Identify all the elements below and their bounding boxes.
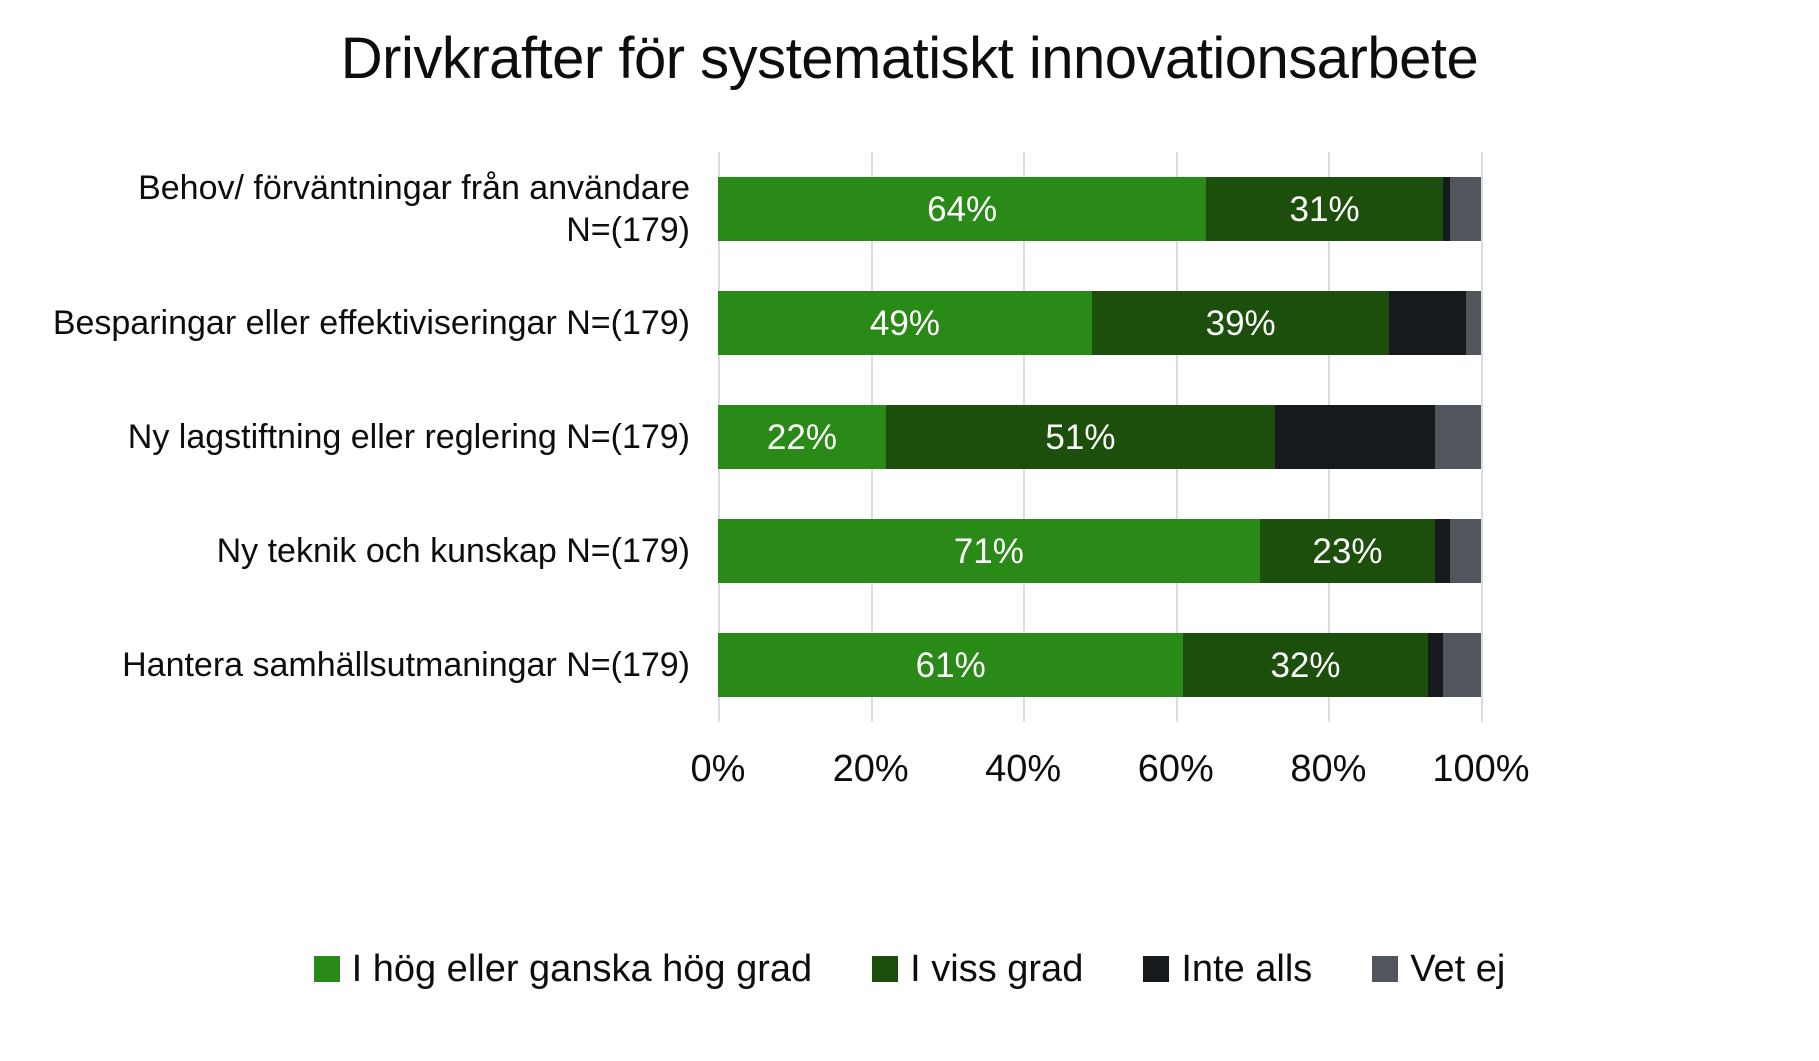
- category-label: Behov/ förväntningar från användare N=(17…: [0, 167, 690, 251]
- legend-swatch-icon: [1372, 956, 1399, 982]
- plot-area: 64% 31% 49% 39% 22% 51% 71% 23% 61% 32%: [718, 152, 1483, 722]
- category-label-line: Besparingar eller effektiviseringar N=(1…: [52, 304, 690, 342]
- category-axis-labels: Behov/ förväntningar från användare N=(17…: [0, 152, 706, 722]
- bar-segment[interactable]: 64%: [718, 177, 1207, 241]
- legend-item[interactable]: Inte alls: [1143, 950, 1312, 988]
- bar-row[interactable]: 22% 51%: [718, 405, 1481, 469]
- bar-segment[interactable]: 49%: [718, 291, 1092, 355]
- category-label-line: Ny lagstiftning eller reglering N=(179): [127, 418, 690, 456]
- x-axis-tick-label: 60%: [1137, 748, 1214, 790]
- bar-segment[interactable]: 32%: [1183, 633, 1428, 697]
- bar-segment[interactable]: [1442, 177, 1451, 241]
- legend-label: I hög eller ganska hög grad: [351, 948, 813, 990]
- bar-segment[interactable]: [1427, 633, 1443, 697]
- category-label: Besparingar eller effektiviseringar N=(1…: [0, 302, 690, 344]
- category-label: Ny lagstiftning eller reglering N=(179): [0, 416, 690, 458]
- legend-label: Vet ej: [1410, 948, 1506, 990]
- x-axis-tick-label: 80%: [1290, 748, 1367, 790]
- category-label-line: Hantera samhällsutmaningar N=(179): [122, 646, 690, 684]
- bar-segment[interactable]: 71%: [718, 519, 1260, 583]
- category-label: Hantera samhällsutmaningar N=(179): [0, 644, 690, 686]
- bar-segment[interactable]: 31%: [1206, 177, 1443, 241]
- category-label-line: Ny teknik och kunskap N=(179): [216, 532, 690, 570]
- x-axis-tick-label: 0%: [690, 748, 746, 790]
- bar-segment[interactable]: 23%: [1259, 519, 1436, 583]
- bar-row[interactable]: 61% 32%: [718, 633, 1481, 697]
- bar-segment[interactable]: 51%: [885, 405, 1275, 469]
- category-label: Ny teknik och kunskap N=(179): [0, 530, 690, 572]
- bar-segment-label: 32%: [1270, 645, 1341, 685]
- bar-segment-label: 64%: [927, 189, 998, 229]
- bar-segment-label: 39%: [1205, 303, 1276, 343]
- gridline: [1481, 152, 1483, 722]
- legend-item[interactable]: I viss grad: [872, 950, 1083, 988]
- bar-segment[interactable]: [1435, 519, 1451, 583]
- legend-label: I viss grad: [910, 948, 1084, 990]
- value-axis-tick-labels: 0% 20% 40% 60% 80% 100%: [691, 748, 1530, 808]
- category-label-line: Behov/ förväntningar från användare: [138, 169, 690, 207]
- bar-row[interactable]: 64% 31%: [718, 177, 1481, 241]
- bar-segment[interactable]: [1450, 519, 1481, 583]
- legend-item[interactable]: Vet ej: [1372, 950, 1505, 988]
- bar-segment[interactable]: 22%: [718, 405, 886, 469]
- bar-segment-label: 31%: [1289, 189, 1360, 229]
- bar-segment[interactable]: 39%: [1091, 291, 1390, 355]
- bar-segment[interactable]: [1450, 177, 1481, 241]
- bar-row[interactable]: 71% 23%: [718, 519, 1481, 583]
- legend-swatch-icon: [1143, 956, 1170, 982]
- x-axis-tick-label: 40%: [985, 748, 1062, 790]
- bar-segment-label: 61%: [915, 645, 986, 685]
- bar-segment[interactable]: [1435, 405, 1481, 469]
- legend-item[interactable]: I hög eller ganska hög grad: [313, 948, 813, 990]
- bar-segment-label: 51%: [1045, 417, 1116, 457]
- bar-row[interactable]: 49% 39%: [718, 291, 1481, 355]
- bar-segment-label: 71%: [953, 531, 1024, 571]
- chart-legend: I hög eller ganska hög grad I viss grad In…: [0, 950, 1819, 988]
- bar-segment[interactable]: 61%: [718, 633, 1184, 697]
- bar-segment-label: 23%: [1312, 531, 1383, 571]
- bar-segment[interactable]: [1442, 633, 1481, 697]
- bar-segment-label: 49%: [869, 303, 940, 343]
- bar-segment[interactable]: [1274, 405, 1436, 469]
- x-axis-tick-label: 20%: [832, 748, 909, 790]
- bar-segment[interactable]: [1389, 291, 1466, 355]
- x-axis-tick-label: 100%: [1432, 748, 1530, 790]
- legend-swatch-icon: [872, 956, 899, 982]
- category-label-line: N=(179): [566, 211, 690, 249]
- bar-segment-label: 22%: [766, 417, 837, 457]
- legend-swatch-icon: [313, 956, 340, 982]
- legend-label: Inte alls: [1181, 948, 1313, 990]
- chart-title: Drivkrafter för systematiskt innovations…: [340, 26, 1479, 91]
- bar-segment[interactable]: [1465, 291, 1481, 355]
